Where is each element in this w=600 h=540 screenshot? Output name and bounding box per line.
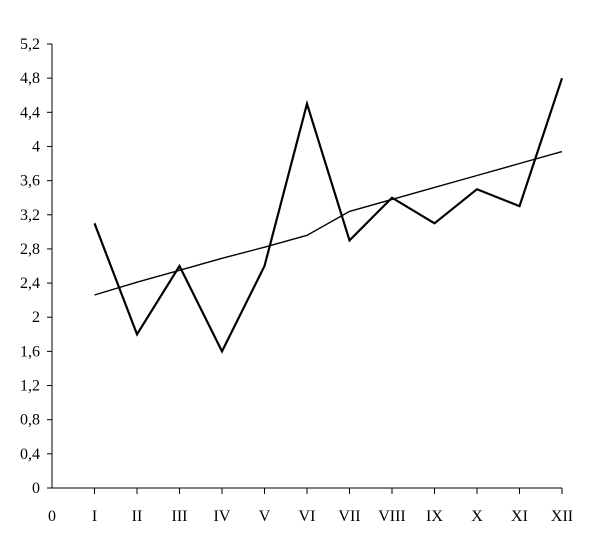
- trend-series-line: [94, 150, 563, 296]
- y-tick-label: 3,2: [20, 207, 40, 224]
- y-tick-label: 4,8: [20, 70, 40, 87]
- x-tick-label: XII: [551, 508, 573, 525]
- y-tick-label: 1,2: [20, 378, 40, 395]
- y-tick-label: 4: [32, 138, 40, 155]
- y-tick-label: 4,4: [20, 104, 40, 121]
- y-tick-label: 2: [32, 309, 40, 326]
- x-tick-label: IX: [426, 508, 443, 525]
- x-axis: 0 I II III IV V VI VII VIII IX X XI XII: [48, 487, 573, 525]
- x-tick-label: III: [172, 508, 188, 525]
- x-origin-label: 0: [48, 508, 56, 525]
- y-tick-label: 0,8: [20, 412, 40, 429]
- x-tick-label: VI: [299, 508, 316, 525]
- x-tick-label: I: [92, 508, 97, 525]
- x-tick-label: IV: [214, 508, 231, 525]
- y-tick-label: 5,2: [20, 36, 40, 53]
- y-tick-label: 3,6: [20, 173, 40, 190]
- y-tick-label: 0: [32, 480, 40, 497]
- x-tick-label: VIII: [378, 508, 406, 525]
- x-tick-label: XI: [511, 508, 528, 525]
- x-tick-label: V: [259, 508, 271, 525]
- x-tick-label: VII: [338, 508, 360, 525]
- x-tick-label: II: [132, 508, 143, 525]
- data-series-line: [93, 77, 564, 354]
- y-tick-label: 2,4: [20, 275, 40, 292]
- y-axis: 0 0,4 0,8 1,2 1,6 2 2,4 2,8 3,2 3,6 4 4,4 4,8 5,2: [20, 36, 53, 497]
- y-tick-label: 1,6: [20, 343, 40, 360]
- y-tick-label: 2,8: [20, 241, 40, 258]
- y-tick-label: 0,4: [20, 446, 40, 463]
- x-tick-label: X: [471, 508, 483, 525]
- series-lines: [93, 77, 564, 354]
